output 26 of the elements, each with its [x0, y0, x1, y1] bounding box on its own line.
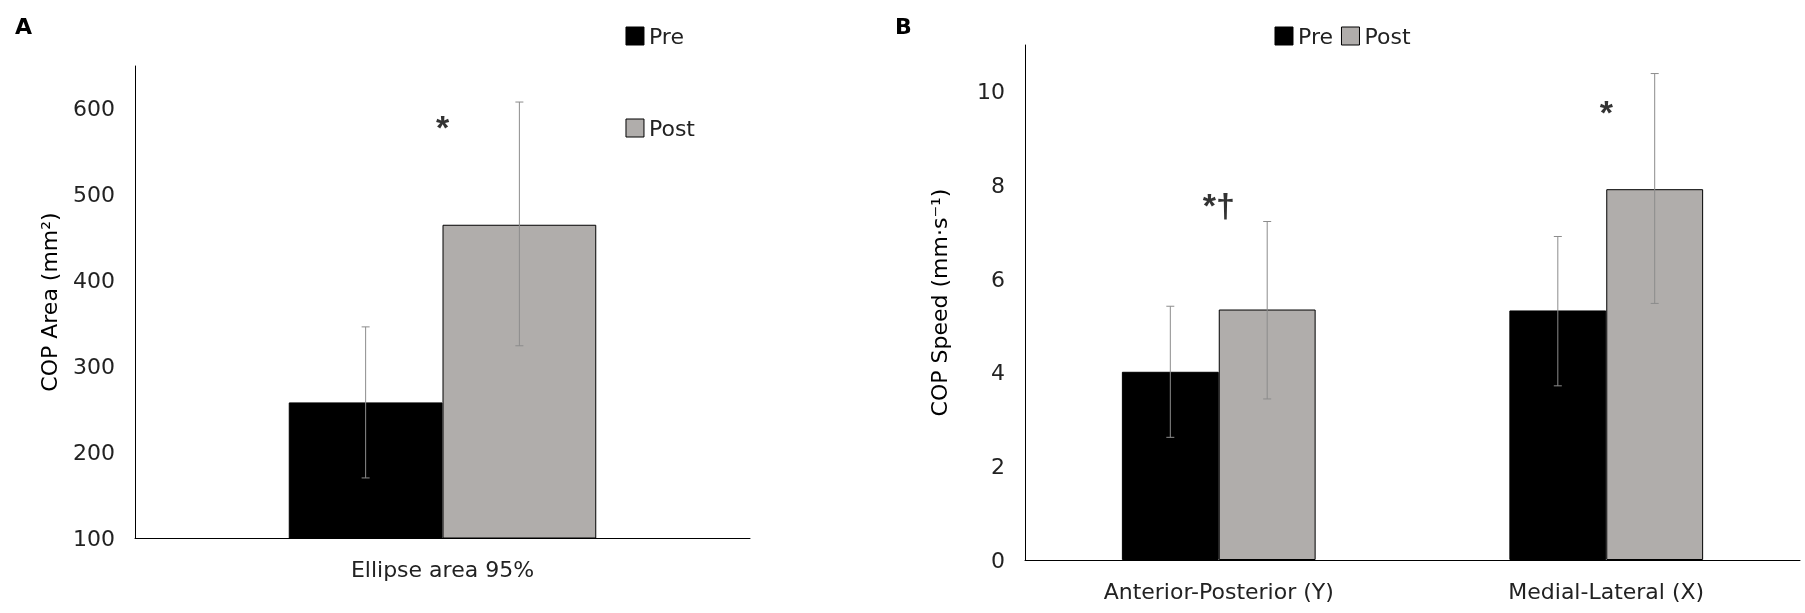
y-tick-label: 300: [73, 353, 115, 379]
x-tick-label: Medial-Lateral (X): [1508, 578, 1705, 604]
annotation: *: [435, 108, 450, 147]
y-tick-label: 400: [73, 268, 115, 294]
y-tick-label: 0: [991, 547, 1005, 573]
y-tick-label: 600: [73, 96, 115, 122]
y-axis-title: COP Speed (mm·s⁻¹): [926, 188, 952, 417]
legend-label: Post: [648, 115, 696, 141]
y-tick-label: 6: [991, 266, 1005, 292]
y-tick-label: 200: [73, 439, 115, 465]
legend-label: Post: [1364, 23, 1411, 49]
legend-label: Pre: [1298, 23, 1333, 49]
y-tick-label: 8: [991, 172, 1005, 198]
x-tick-label: Ellipse area 95%: [350, 556, 535, 582]
chart-title: B: [895, 13, 912, 39]
chart-title: A: [15, 13, 33, 39]
y-tick-label: 2: [991, 453, 1005, 479]
legend-label: Pre: [648, 23, 684, 49]
y-tick-label: 500: [73, 182, 115, 208]
x-tick-label: Anterior-Posterior (Y): [1103, 578, 1334, 604]
y-tick-label: 10: [977, 79, 1005, 105]
annotation: *: [1599, 92, 1614, 131]
y-axis-title: COP Area (mm²): [36, 212, 62, 392]
y-tick-label: 100: [73, 525, 115, 551]
annotation: *†: [1202, 185, 1235, 224]
y-tick-label: 4: [991, 360, 1005, 386]
